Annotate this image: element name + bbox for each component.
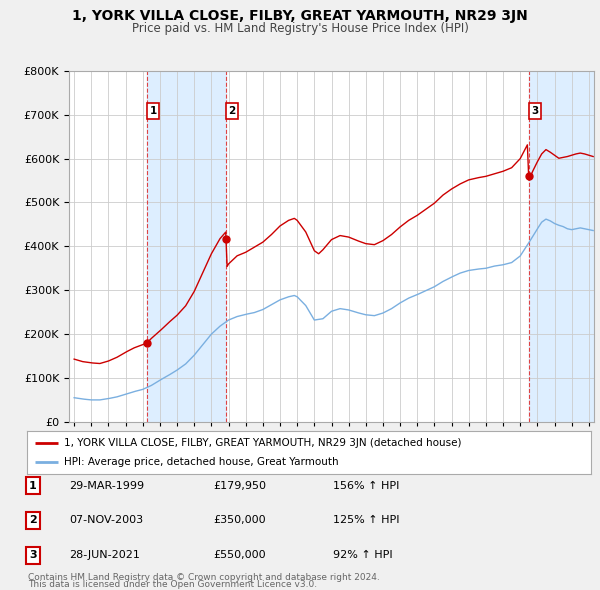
Bar [529,71,594,422]
Text: Contains HM Land Registry data © Crown copyright and database right 2024.: Contains HM Land Registry data © Crown c… [28,573,380,582]
Text: 2: 2 [229,106,236,116]
Bar [147,71,226,422]
Text: 156% ↑ HPI: 156% ↑ HPI [333,481,400,490]
Text: 07-NOV-2003: 07-NOV-2003 [69,516,143,525]
Text: 125% ↑ HPI: 125% ↑ HPI [333,516,400,525]
Text: 28-JUN-2021: 28-JUN-2021 [69,550,140,560]
Text: 1: 1 [149,106,157,116]
Text: This data is licensed under the Open Government Licence v3.0.: This data is licensed under the Open Gov… [28,580,317,589]
Text: £550,000: £550,000 [213,550,266,560]
Text: £179,950: £179,950 [213,481,266,490]
Text: HPI: Average price, detached house, Great Yarmouth: HPI: Average price, detached house, Grea… [64,457,338,467]
Text: 3: 3 [29,550,37,560]
Text: 1, YORK VILLA CLOSE, FILBY, GREAT YARMOUTH, NR29 3JN (detached house): 1, YORK VILLA CLOSE, FILBY, GREAT YARMOU… [64,438,461,448]
Text: 92% ↑ HPI: 92% ↑ HPI [333,550,392,560]
Text: £350,000: £350,000 [213,516,266,525]
Text: 1: 1 [29,481,37,490]
Text: 29-MAR-1999: 29-MAR-1999 [69,481,144,490]
Text: Price paid vs. HM Land Registry's House Price Index (HPI): Price paid vs. HM Land Registry's House … [131,22,469,35]
Text: 1, YORK VILLA CLOSE, FILBY, GREAT YARMOUTH, NR29 3JN: 1, YORK VILLA CLOSE, FILBY, GREAT YARMOU… [72,9,528,24]
Text: 2: 2 [29,516,37,525]
Text: 3: 3 [531,106,538,116]
